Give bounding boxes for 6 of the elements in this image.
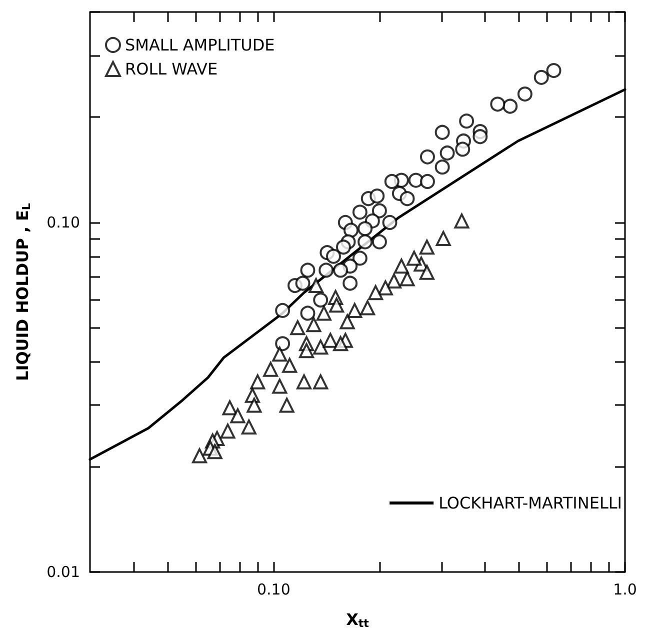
x-tick-label: 1.0 <box>613 580 637 598</box>
y-tick-label: 0.01 <box>46 563 80 581</box>
legend-label: LOCKHART-MARTINELLI <box>438 494 622 512</box>
legend-label: ROLL WAVE <box>125 60 218 78</box>
legend-label: SMALL AMPLITUDE <box>125 36 275 54</box>
y-axis-title: LIQUID HOLDUP , EL <box>13 203 33 381</box>
